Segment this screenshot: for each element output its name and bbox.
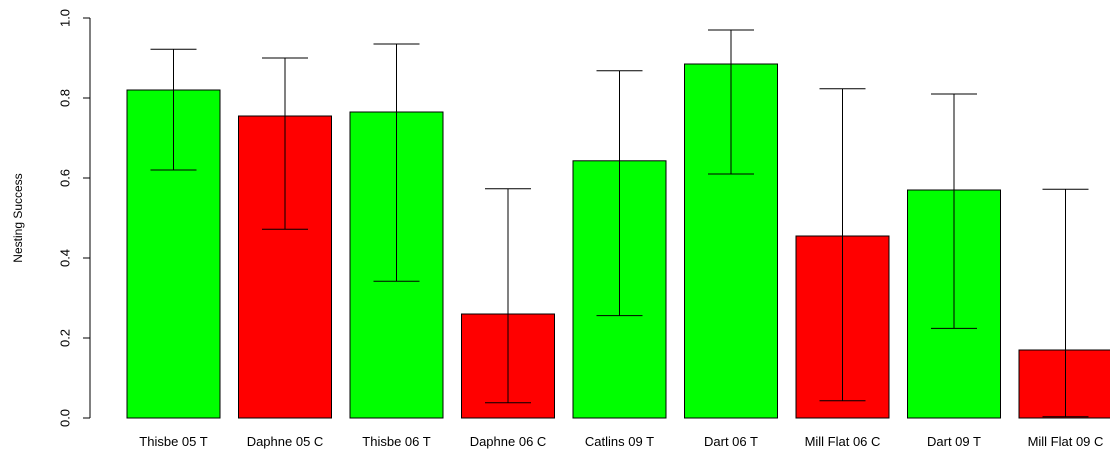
category-labels-group: Thisbe 05 T Daphne 05 C Thisbe 06 T Daphne … <box>139 434 1103 449</box>
category-label: Thisbe 05 T <box>139 434 207 449</box>
category-label: Catlins 09 T <box>585 434 654 449</box>
error-bars-group <box>150 29 1089 418</box>
category-label: Daphne 05 C <box>247 434 324 449</box>
y-axis-title: Nesting Success <box>11 173 25 262</box>
bar <box>1018 349 1110 419</box>
category-label: Thisbe 06 T <box>362 434 430 449</box>
y-tick-label: 0.2 <box>58 329 73 347</box>
y-tick-label: 0.6 <box>58 169 73 187</box>
category-label: Mill Flat 06 C <box>805 434 881 449</box>
category-label: Mill Flat 09 C <box>1028 434 1104 449</box>
y-axis-ticks: 0.0 0.2 0.4 0.6 0.8 1.0 <box>58 9 90 427</box>
y-tick-label: 0.4 <box>58 249 73 267</box>
y-tick-label: 1.0 <box>58 9 73 27</box>
category-label: Dart 06 T <box>704 434 758 449</box>
y-tick-label: 0.0 <box>58 409 73 427</box>
bars-group <box>126 63 1110 419</box>
y-tick-label: 0.8 <box>58 89 73 107</box>
category-label: Daphne 06 C <box>470 434 547 449</box>
category-label: Dart 09 T <box>927 434 981 449</box>
